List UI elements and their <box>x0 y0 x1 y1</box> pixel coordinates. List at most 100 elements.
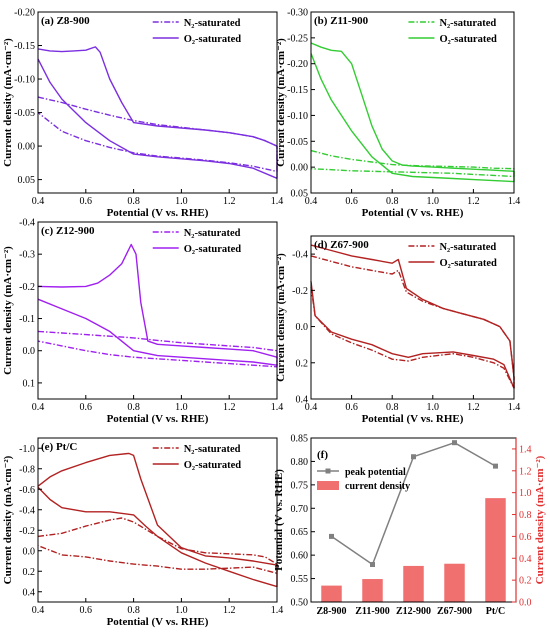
series-line-1 <box>310 149 515 178</box>
peak-potential-marker <box>370 562 375 568</box>
y-tick-label: 0.60 <box>291 551 309 562</box>
y-axis-label: Potential (V vs. RHE) <box>273 469 285 571</box>
x-tick-label: 1.4 <box>271 402 284 413</box>
y-tick-label: 0.70 <box>291 504 309 515</box>
y-tick-label: 0.0 <box>296 322 309 333</box>
peak-potential-line <box>331 441 496 566</box>
x-axis-label: Potential (V vs. RHE) <box>107 616 209 628</box>
category-label: Z67-900 <box>437 606 472 617</box>
y-tick-label: -1.0 <box>19 444 35 455</box>
x-tick-label: 1.4 <box>508 402 521 413</box>
y-tick-label: -0.4 <box>19 505 35 516</box>
legend-label: N₂-saturated <box>439 18 496 29</box>
y2-tick-label: 0.4 <box>519 554 532 565</box>
series-line-1 <box>310 255 515 389</box>
y-tick-label: 0.4 <box>296 395 309 406</box>
bar <box>403 565 424 602</box>
y2-tick-label: 1.2 <box>519 466 532 477</box>
y-tick-label: 0.00 <box>18 142 36 153</box>
y-tick-label: -0.4 <box>19 218 35 229</box>
x-tick-label: 0.4 <box>305 402 318 413</box>
panel-label: (b) Z11-900 <box>314 15 369 27</box>
plot-frame <box>310 11 515 194</box>
y-tick-label: -0.20 <box>14 8 35 19</box>
y-tick-label: -0.4 <box>292 250 308 261</box>
x-tick-label: 1.0 <box>175 605 188 616</box>
y2-tick-label: 0.0 <box>519 598 532 609</box>
x-tick-label: 1.2 <box>223 402 236 413</box>
legend-label: N₂-saturated <box>184 18 241 29</box>
bar <box>485 498 506 602</box>
y-tick-label: -0.2 <box>19 526 35 537</box>
x-tick-label: 1.2 <box>467 402 480 413</box>
y2-axis-label: Current density (mA·cm⁻²) <box>534 455 546 584</box>
x-tick-label: 0.4 <box>32 402 45 413</box>
y-tick-label: -0.1 <box>19 314 35 325</box>
y-tick-label: -0.05 <box>14 108 35 119</box>
y-tick-label: 0.0 <box>23 546 36 557</box>
series-line-2 <box>37 243 278 366</box>
panel-label: (e) Pt/C <box>41 441 77 453</box>
y-tick-label: -0.15 <box>14 41 35 52</box>
x-tick-label: 1.2 <box>223 196 236 207</box>
plot-frame <box>37 11 278 194</box>
x-axis-label: Potential (V vs. RHE) <box>107 207 209 219</box>
series-line-1 <box>37 330 278 368</box>
y-tick-label: -0.2 <box>19 282 35 293</box>
x-tick-label: 0.8 <box>127 196 140 207</box>
y-tick-label: -0.6 <box>19 485 35 496</box>
legend-label: O₂-saturated <box>439 258 497 269</box>
x-tick-label: 0.8 <box>127 605 140 616</box>
y-tick-label: -0.2 <box>292 286 308 297</box>
x-tick-label: 0.4 <box>305 196 318 207</box>
x-tick-label: 0.6 <box>80 605 93 616</box>
legend-marker <box>325 468 331 474</box>
panel-3: 0.4 0.6 0.8 1.0 1.2 1.4 -0.4 -0.3 -0.2 -0.1 0.0 0.1… <box>2 218 283 426</box>
y-tick-label: 0.85 <box>291 434 309 445</box>
x-tick-label: 1.4 <box>271 196 284 207</box>
panel-5: 0.4 0.6 0.8 1.0 1.2 1.4 -1.0 -0.8 -0.6 -0.4 -0.2 0.… <box>2 437 283 628</box>
panel-4: 0.4 0.6 0.8 1.0 1.2 1.4 -0.4 -0.2 0.0 0.2 0.4 Poten… <box>275 235 521 425</box>
y-tick-label: -0.30 <box>287 8 308 19</box>
legend-label: current density <box>345 481 410 492</box>
x-axis-label: Potential (V vs. RHE) <box>362 413 464 425</box>
legend-label: N₂-saturated <box>439 242 496 253</box>
legend-label: O₂-saturated <box>184 34 242 45</box>
y-axis-label: Current density (mA·cm⁻²) <box>275 38 287 167</box>
x-tick-label: 1.0 <box>427 196 440 207</box>
panel-label: (c) Z12-900 <box>41 225 95 237</box>
y-tick-label: -0.25 <box>287 33 308 44</box>
y-tick-label: 0.55 <box>291 574 309 585</box>
x-tick-label: 0.4 <box>32 605 45 616</box>
legend-label: O₂-saturated <box>184 460 242 471</box>
legend-label: N₂-saturated <box>184 444 241 455</box>
y-tick-label: 0.50 <box>291 598 309 609</box>
x-tick-label: 0.6 <box>345 196 358 207</box>
legend-label: peak potential <box>345 467 406 478</box>
y-tick-label: 0.2 <box>296 358 309 369</box>
y-tick-label: 0.4 <box>23 587 36 598</box>
x-tick-label: 0.6 <box>345 402 358 413</box>
y-tick-label: 0.65 <box>291 527 309 538</box>
y-tick-label: -0.8 <box>19 464 35 475</box>
y-tick-label: 0.05 <box>18 175 36 186</box>
x-tick-label: 0.8 <box>127 402 140 413</box>
legend-label: O₂-saturated <box>439 34 497 45</box>
legend-label: N₂-saturated <box>184 228 241 239</box>
y2-tick-label: 0.2 <box>519 576 532 587</box>
x-tick-label: 1.2 <box>467 196 480 207</box>
legend-label: O₂-saturated <box>184 244 242 255</box>
peak-potential-marker <box>411 454 416 460</box>
category-label: Z8-900 <box>317 606 347 617</box>
x-tick-label: 0.4 <box>32 196 45 207</box>
panel-2: 0.4 0.6 0.8 1.0 1.2 1.4 -0.30 -0.25 -0.20 -0.15 -0… <box>275 8 520 220</box>
y2-tick-label: 0.8 <box>519 510 532 521</box>
panel-label: (d) Z67-900 <box>314 239 369 251</box>
bar <box>321 585 342 602</box>
category-label: Z12-900 <box>396 606 431 617</box>
y-tick-label: -0.05 <box>287 137 308 148</box>
x-axis-label: Potential (V vs. RHE) <box>362 207 464 219</box>
y-tick-label: -0.10 <box>14 75 35 86</box>
bar <box>362 579 383 602</box>
